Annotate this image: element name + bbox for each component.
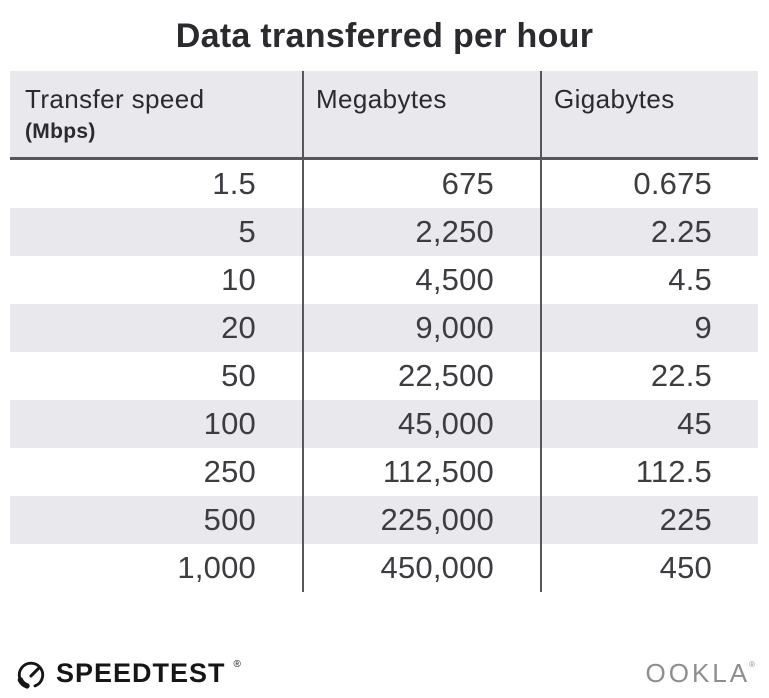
table-cell: 250: [203, 454, 256, 489]
table-cell: 675: [302, 160, 540, 208]
table-cell: 50: [221, 358, 256, 393]
table-row: 20 9,000 9: [10, 304, 758, 352]
ookla-wordmark: OOKLA: [645, 658, 751, 688]
registered-trademark-icon: ®: [233, 659, 241, 670]
table-row: 100 45,000 45: [10, 400, 758, 448]
table-row: 250 112,500 112.5: [10, 448, 758, 496]
table-cell: 225,000: [302, 496, 540, 544]
table-cell: 112.5: [540, 448, 758, 496]
table-cell: 9,000: [302, 304, 540, 352]
table-cell: 450: [540, 544, 758, 592]
ookla-logo: OOKLA ®: [646, 658, 756, 689]
table-cell: 5: [238, 214, 256, 249]
table-header-row: Transfer speed (Mbps) Megabytes Gigabyte…: [10, 71, 758, 160]
header-label: Megabytes: [316, 84, 447, 114]
table-cell: 1,000: [177, 550, 256, 585]
table-cell: 2,250: [302, 208, 540, 256]
table-cell: 100: [203, 406, 256, 441]
data-table: Transfer speed (Mbps) Megabytes Gigabyte…: [10, 71, 758, 592]
table-cell: 9: [540, 304, 758, 352]
header-label: Transfer speed: [25, 84, 205, 114]
table-cell: 10: [221, 262, 256, 297]
table-cell: 0.675: [540, 160, 758, 208]
header-megabytes: Megabytes: [302, 71, 540, 157]
speedtest-logo: SPEEDTEST ®: [13, 656, 241, 692]
speedtest-wordmark: SPEEDTEST: [56, 658, 226, 688]
table-cell: 45,000: [302, 400, 540, 448]
speedtest-gauge-icon: [17, 661, 45, 689]
table-row: 1,000 450,000 450: [10, 544, 758, 592]
table-cell: 22,500: [302, 352, 540, 400]
table-row: 1.5 675 0.675: [10, 160, 758, 208]
table-cell: 1.5: [212, 166, 256, 201]
registered-trademark-icon: ®: [749, 660, 755, 669]
table-cell: 112,500: [302, 448, 540, 496]
header-gigabytes: Gigabytes: [540, 71, 758, 157]
table-row: 10 4,500 4.5: [10, 256, 758, 304]
table-cell: 4,500: [302, 256, 540, 304]
table-cell: 450,000: [302, 544, 540, 592]
table-row: 500 225,000 225: [10, 496, 758, 544]
table-cell: 500: [203, 502, 256, 537]
table-cell: 22.5: [540, 352, 758, 400]
table-cell: 2.25: [540, 208, 758, 256]
table-cell: 225: [540, 496, 758, 544]
table-cell: 4.5: [540, 256, 758, 304]
table-cell: 20: [221, 310, 256, 345]
header-sublabel: (Mbps): [25, 120, 96, 143]
table-row: 50 22,500 22.5: [10, 352, 758, 400]
table-row: 5 2,250 2.25: [10, 208, 758, 256]
footer: SPEEDTEST ® OOKLA ®: [13, 651, 755, 696]
table-cell: 45: [540, 400, 758, 448]
header-label: Gigabytes: [554, 84, 675, 114]
page-title: Data transferred per hour: [175, 17, 594, 55]
header-transfer-speed: Transfer speed (Mbps): [10, 71, 302, 157]
table-body: 1.5 675 0.675 5 2,250 2.25 10 4,500 4.5 20 9,000 9 5…: [10, 160, 758, 592]
